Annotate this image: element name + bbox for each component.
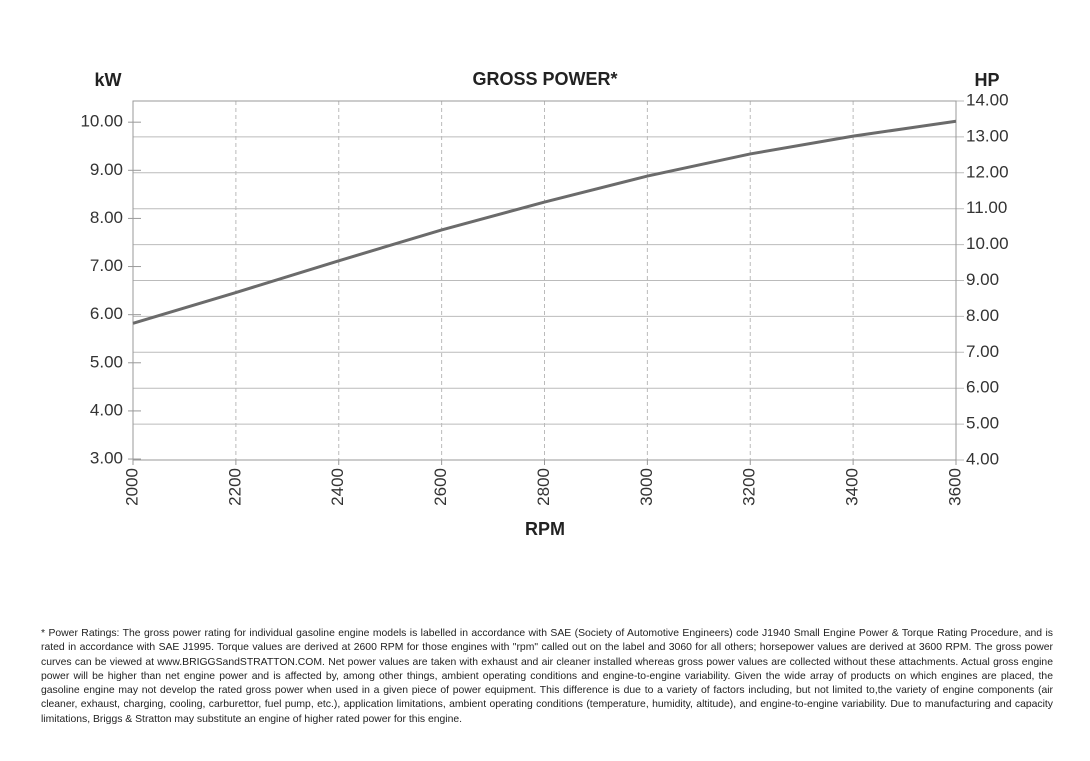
y2-axis-label: HP xyxy=(974,70,999,90)
y-tick-label: 9.00 xyxy=(90,160,123,179)
x-tick-label: 2800 xyxy=(534,468,553,506)
y2-tick-label: 14.00 xyxy=(966,90,1009,109)
chart: GROSS POWER* kW HP RPM 4.00 5.00 6.00 7.00 8… xyxy=(80,69,1009,539)
y2-tick-label: 4.00 xyxy=(966,449,999,468)
y2-tick-label: 12.00 xyxy=(966,162,1009,181)
x-tick-label: 3400 xyxy=(843,468,862,506)
y2-tick-label: 5.00 xyxy=(966,414,999,433)
x-tick-label: 3200 xyxy=(740,468,759,506)
y-axis-label: kW xyxy=(95,70,122,90)
y-tick-label: 3.00 xyxy=(90,449,123,468)
y-tick-label: 6.00 xyxy=(90,304,123,323)
y2-tick-label: 9.00 xyxy=(966,270,999,289)
y2-tick-label: 8.00 xyxy=(966,306,999,325)
x-tick-label: 3000 xyxy=(637,468,656,506)
x-axis-label: RPM xyxy=(525,519,565,539)
y2-tick-label: 7.00 xyxy=(966,342,999,361)
x-tick-label: 2000 xyxy=(122,468,141,506)
line xyxy=(132,119,957,325)
x-tick-label: 2200 xyxy=(225,468,244,506)
y2-tick-label: 10.00 xyxy=(966,234,1009,253)
y-tick-label: 10.00 xyxy=(80,112,123,131)
x-tick-label: 3600 xyxy=(945,468,964,506)
chart-title: GROSS POWER* xyxy=(472,69,617,89)
plot-frame xyxy=(132,100,957,461)
y-tick-label: 7.00 xyxy=(90,256,123,275)
footnote: * Power Ratings: The gross power rating … xyxy=(41,628,1053,725)
y-tick-label: 5.00 xyxy=(90,352,123,371)
y2-tick-label: 11.00 xyxy=(966,198,1007,217)
x-tick-label: 2600 xyxy=(431,468,450,506)
y-tick-label: 8.00 xyxy=(90,208,123,227)
y2-tick-label: 13.00 xyxy=(966,126,1009,145)
y-tick-label: 4.00 xyxy=(90,400,123,419)
x-tick-label: 2400 xyxy=(328,468,347,506)
y2-tick-label: 6.00 xyxy=(966,378,999,397)
